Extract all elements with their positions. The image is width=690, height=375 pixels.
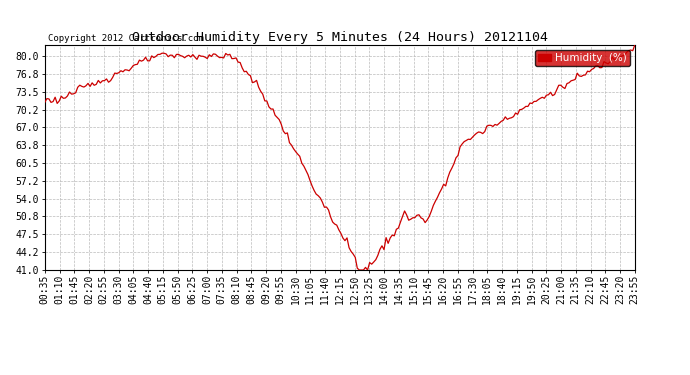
Legend: Humidity  (%): Humidity (%) <box>535 50 629 66</box>
Text: Copyright 2012 Cartronics.com: Copyright 2012 Cartronics.com <box>48 34 204 43</box>
Title: Outdoor Humidity Every 5 Minutes (24 Hours) 20121104: Outdoor Humidity Every 5 Minutes (24 Hou… <box>132 31 548 44</box>
